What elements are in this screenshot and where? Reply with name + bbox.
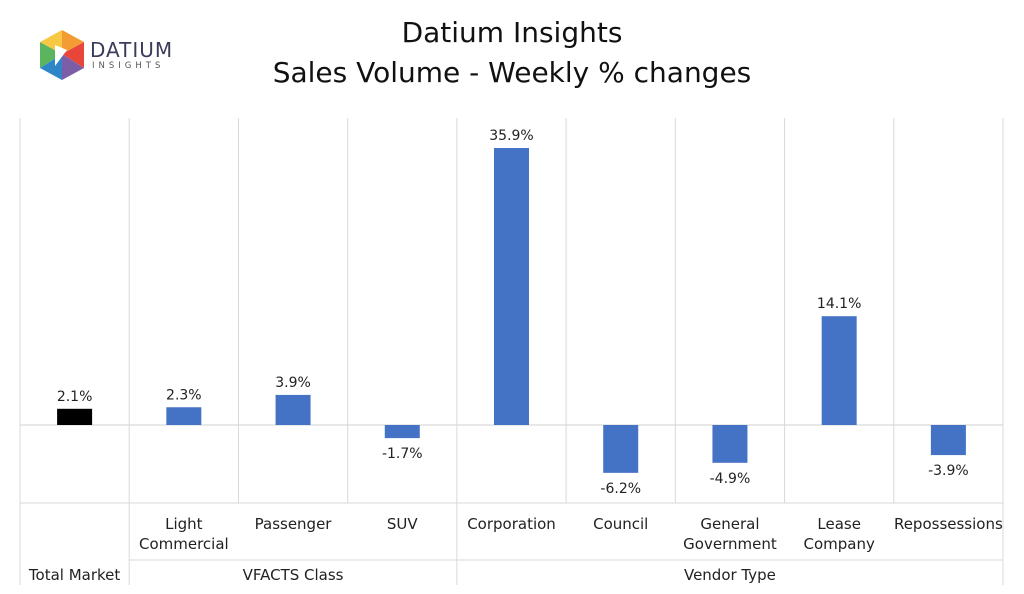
data-label: 2.1% [57,389,93,405]
data-label: -3.9% [928,463,969,479]
bar [57,408,93,425]
category-label: Council [593,515,648,533]
data-label: 35.9% [489,128,533,144]
bar [166,407,202,425]
datium-logo-mark-icon [40,30,84,80]
group-label: Vendor Type [684,566,776,584]
datium-logo: DATIUM INSIGHTS [38,28,188,84]
bar [603,425,639,473]
category-label: Commercial [139,535,229,553]
group-label: VFACTS Class [243,566,344,584]
data-label: -4.9% [710,471,751,487]
category-label: General [700,515,759,533]
bar [821,316,857,425]
category-label: Lease [817,515,861,533]
bar [930,425,966,456]
category-label: Corporation [467,515,556,533]
data-label: -6.2% [600,481,641,497]
page-title: Datium Insights [401,16,623,49]
bar [384,425,420,439]
data-label: 2.3% [166,387,202,403]
data-label: 14.1% [817,296,861,312]
data-label: -1.7% [382,446,423,462]
bar [275,394,311,425]
category-label: Light [165,515,203,533]
category-label: SUV [387,515,419,533]
category-label: Company [803,535,874,553]
logo-subtitle: INSIGHTS [92,61,165,71]
bar [494,148,529,425]
bar [712,425,748,463]
category-label: Repossessions [894,515,1003,533]
category-label: Government [683,535,777,553]
category-label: Passenger [255,515,333,533]
logo-wordmark: DATIUM [90,38,174,62]
data-label: 3.9% [275,375,311,391]
group-label: Total Market [28,566,120,584]
chart-title: Sales Volume - Weekly % changes [272,56,752,89]
